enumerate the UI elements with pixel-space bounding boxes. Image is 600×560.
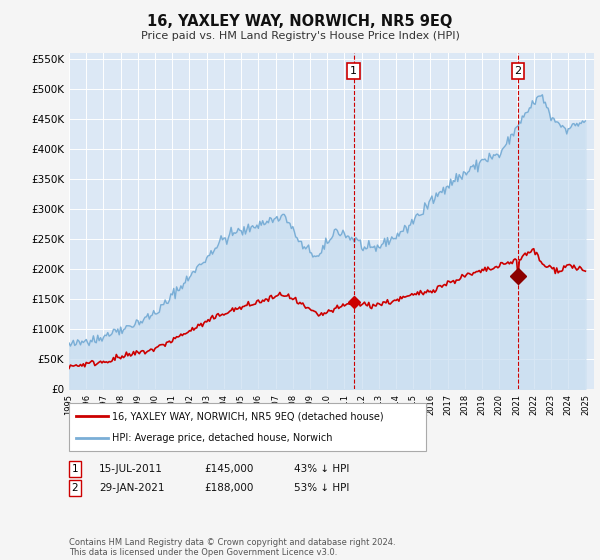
Text: 16, YAXLEY WAY, NORWICH, NR5 9EQ: 16, YAXLEY WAY, NORWICH, NR5 9EQ <box>148 14 452 29</box>
Text: 53% ↓ HPI: 53% ↓ HPI <box>294 483 349 493</box>
Text: 29-JAN-2021: 29-JAN-2021 <box>99 483 164 493</box>
Text: 15-JUL-2011: 15-JUL-2011 <box>99 464 163 474</box>
Text: 2: 2 <box>71 483 79 493</box>
Text: £145,000: £145,000 <box>204 464 253 474</box>
Text: 1: 1 <box>350 66 357 76</box>
Text: 43% ↓ HPI: 43% ↓ HPI <box>294 464 349 474</box>
Text: Contains HM Land Registry data © Crown copyright and database right 2024.
This d: Contains HM Land Registry data © Crown c… <box>69 538 395 557</box>
Text: 2: 2 <box>514 66 521 76</box>
Text: £188,000: £188,000 <box>204 483 253 493</box>
Text: Price paid vs. HM Land Registry's House Price Index (HPI): Price paid vs. HM Land Registry's House … <box>140 31 460 41</box>
Text: 1: 1 <box>71 464 79 474</box>
Text: 16, YAXLEY WAY, NORWICH, NR5 9EQ (detached house): 16, YAXLEY WAY, NORWICH, NR5 9EQ (detach… <box>112 411 384 421</box>
Text: HPI: Average price, detached house, Norwich: HPI: Average price, detached house, Norw… <box>112 433 332 443</box>
